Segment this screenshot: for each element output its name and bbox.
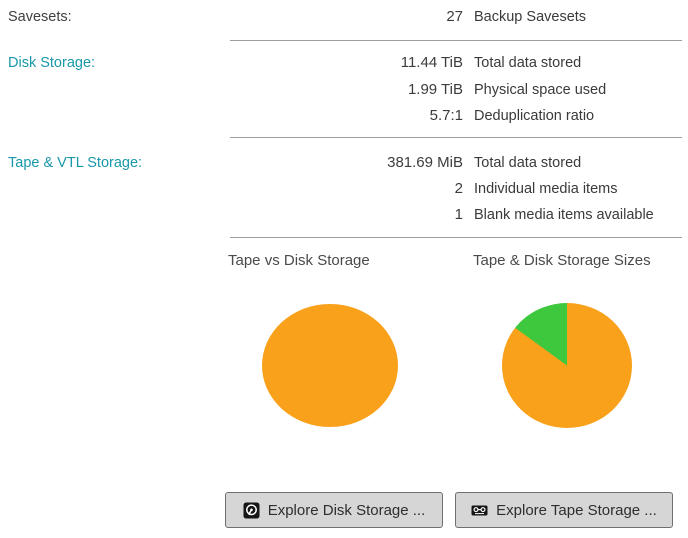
explore-tape-storage-button[interactable]: Explore Tape Storage ... [455,492,673,528]
tape-media-items-value: 2 [454,180,463,197]
blank-media-items-desc: Blank media items available [474,207,654,223]
explore-disk-storage-label: Explore Disk Storage ... [267,501,426,519]
section-separator [230,40,682,41]
stat-row: 5.7:1 Deduplication ratio [230,107,682,125]
stat-row: 381.69 MiB Total data stored [230,154,682,172]
dedup-ratio-desc: Deduplication ratio [474,108,595,124]
disk-storage-section-label: Disk Storage: [8,55,96,71]
savesets-count-desc: Backup Savesets [474,9,587,25]
stat-row: 1 Blank media items available [230,206,682,224]
tape-cassette-icon [471,502,488,519]
disk-physical-space-value: 1.99 TiB [407,81,463,98]
stat-row: 1.99 TiB Physical space used [230,81,682,99]
stat-row: 2 Individual media items [230,180,682,198]
tape-total-data-desc: Total data stored [474,155,582,171]
chart-title-tape-vs-disk: Tape vs Disk Storage [228,252,370,269]
explore-disk-storage-button[interactable]: Explore Disk Storage ... [225,492,443,528]
tape-total-data-value: 381.69 MiB [387,154,463,171]
dedup-ratio-value: 5.7:1 [429,107,463,124]
chart-title-storage-sizes: Tape & Disk Storage Sizes [473,252,651,269]
tape-media-items-desc: Individual media items [474,181,618,197]
blank-media-items-value: 1 [454,206,463,223]
pie-chart-storage-sizes [502,303,632,428]
stat-row: 11.44 TiB Total data stored [230,54,682,72]
savesets-section-label: Savesets: [8,9,72,25]
disk-physical-space-desc: Physical space used [474,82,607,98]
stat-row: 27 Backup Savesets [230,8,682,26]
disk-total-data-value: 11.44 TiB [400,54,463,71]
explore-tape-storage-label: Explore Tape Storage ... [496,501,657,519]
hard-drive-icon [243,502,260,519]
savesets-count-value: 27 [446,8,463,25]
pie-chart-tape-vs-disk [262,304,398,427]
section-separator [230,137,682,138]
section-separator [230,237,682,238]
tape-vtl-storage-section-label: Tape & VTL Storage: [8,155,143,171]
disk-total-data-desc: Total data stored [474,55,582,71]
